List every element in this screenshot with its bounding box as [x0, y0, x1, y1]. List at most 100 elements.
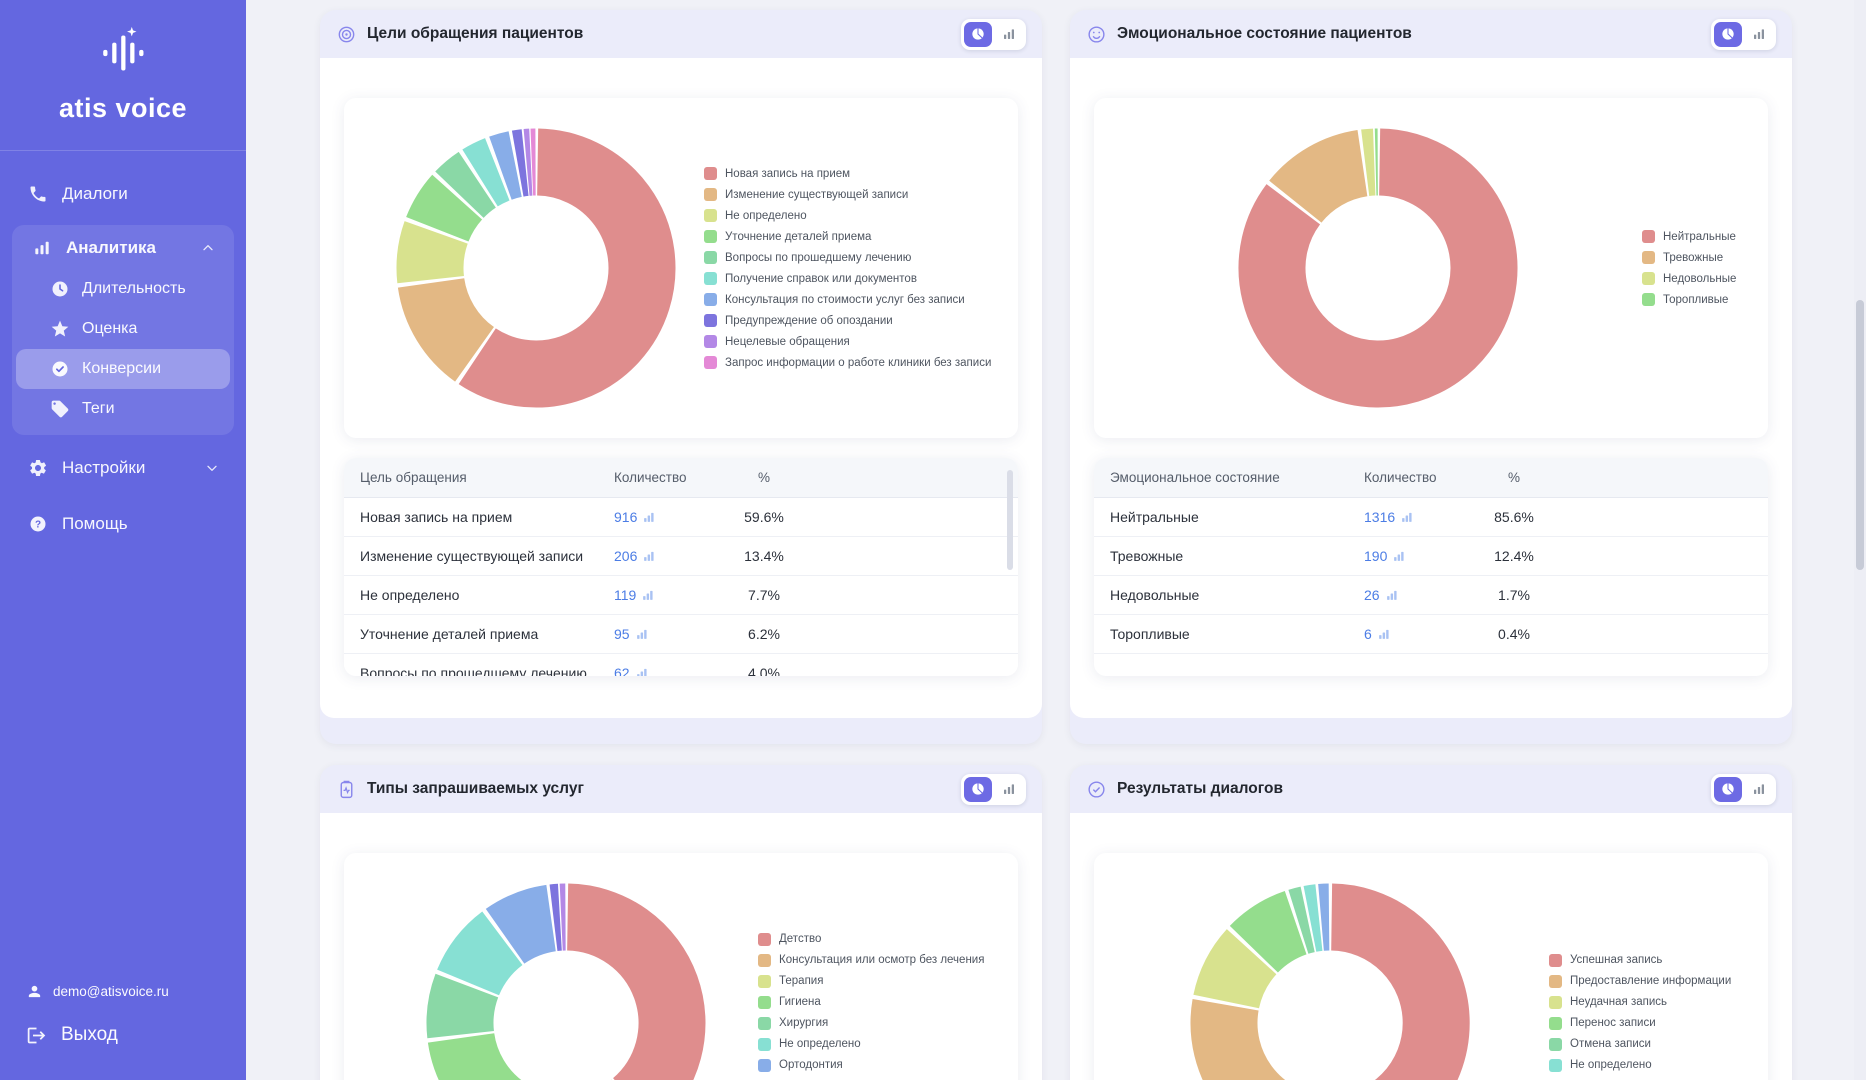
legend-item[interactable]: Новая запись на прием — [704, 167, 991, 180]
user-email: demo@atisvoice.ru — [53, 984, 169, 999]
donut-segment[interactable] — [485, 884, 558, 965]
count-link[interactable]: 190 — [1364, 548, 1388, 564]
legend-item[interactable]: Тревожные — [1642, 251, 1736, 264]
legend-item[interactable]: Вопросы по прошедшему лечению — [704, 251, 991, 264]
count-link[interactable]: 6 — [1364, 626, 1372, 642]
legend-item[interactable]: Получение справок или документов — [704, 272, 991, 285]
table-row: Тревожные 190 12.4% — [1094, 537, 1768, 576]
count-link[interactable]: 1316 — [1364, 509, 1396, 525]
table-scrollbar-thumb[interactable] — [1007, 470, 1013, 570]
legend-label: Запрос информации о работе клиники без з… — [725, 356, 992, 369]
donut-segment[interactable] — [1361, 128, 1376, 197]
row-label: Тревожные — [1110, 548, 1184, 564]
legend-item[interactable]: Изменение существующей записи — [704, 188, 991, 201]
sidebar-divider — [0, 150, 246, 151]
legend-item[interactable]: Отмена записи — [1549, 1037, 1731, 1051]
legend-item[interactable]: Терапия — [758, 974, 984, 988]
legend-item[interactable]: Недовольные — [1642, 272, 1736, 285]
legend-swatch — [758, 995, 771, 1009]
donut-segment[interactable] — [396, 221, 469, 284]
pie-view-button[interactable] — [1714, 21, 1742, 47]
legend-label: Предоставление информации — [1570, 975, 1732, 987]
legend-item[interactable]: Ортодонтия — [758, 1058, 984, 1072]
bar-view-button[interactable] — [995, 777, 1023, 802]
donut-segment[interactable] — [1238, 128, 1518, 408]
sidebar-item-help[interactable]: ? Помощь — [12, 503, 234, 545]
help-icon: ? — [28, 514, 48, 534]
legend-item[interactable]: Не определено — [1549, 1058, 1731, 1072]
table-row: Недовольные 26 1.7% — [1094, 576, 1768, 615]
legend-item[interactable]: Нейтральные — [1642, 230, 1736, 243]
legend-item[interactable]: Нецелевые обращения — [704, 335, 991, 348]
view-toggle — [961, 773, 1026, 805]
count-link[interactable]: 26 — [1364, 587, 1380, 603]
bar-view-button[interactable] — [1745, 22, 1773, 47]
donut-segment[interactable] — [397, 277, 495, 382]
donut-segment[interactable] — [435, 151, 497, 219]
legend-item[interactable]: Детство — [758, 932, 984, 946]
count-link[interactable]: 62 — [614, 665, 630, 676]
pie-view-button[interactable] — [964, 21, 992, 47]
donut-segment[interactable] — [1229, 891, 1308, 974]
legend-item[interactable]: Запрос информации о работе клиники без з… — [704, 356, 991, 369]
sidebar-item-analytics[interactable]: Аналитика — [16, 227, 230, 269]
count-link[interactable]: 916 — [614, 509, 638, 525]
donut-segment[interactable] — [1190, 999, 1328, 1080]
donut-segment[interactable] — [1330, 883, 1470, 1080]
legend-swatch — [758, 1016, 771, 1030]
donut-segment[interactable] — [489, 131, 523, 200]
sidebar-item-rating[interactable]: Оценка — [16, 309, 230, 349]
donut-segment[interactable] — [427, 1031, 522, 1080]
sidebar-item-dialogs[interactable]: Диалоги — [12, 173, 234, 215]
legend-item[interactable]: Консультация или осмотр без лечения — [758, 953, 984, 967]
bar-view-button[interactable] — [995, 22, 1023, 47]
table-row: Не определено 119 7.7% — [344, 576, 1018, 615]
donut-segment[interactable] — [462, 138, 511, 207]
sidebar-item-duration[interactable]: Длительность — [16, 269, 230, 309]
legend-item[interactable]: Не определено — [758, 1037, 984, 1051]
donut-segment[interactable] — [566, 883, 706, 1080]
count-link[interactable]: 119 — [614, 587, 637, 603]
donut-segment[interactable] — [1193, 929, 1278, 1010]
donut-segment[interactable] — [549, 883, 563, 952]
legend-item[interactable]: Предоставление информации — [1549, 974, 1732, 988]
legend-swatch — [758, 974, 771, 988]
row-label: Не определено — [360, 587, 460, 603]
legend-swatch — [758, 1058, 771, 1072]
donut-segment[interactable] — [426, 973, 499, 1039]
legend-item[interactable]: Неудачная запись — [1549, 995, 1731, 1009]
donut-segment[interactable] — [1288, 886, 1316, 954]
sidebar-item-tags[interactable]: Теги — [16, 389, 230, 429]
sidebar-item-conversions[interactable]: Конверсии — [16, 349, 230, 389]
row-label: Нейтральные — [1110, 509, 1199, 525]
page-scrollbar-thumb[interactable] — [1856, 300, 1864, 570]
table-row: Торопливые 6 0.4% — [1094, 615, 1768, 654]
count-link[interactable]: 206 — [614, 548, 638, 564]
bar-view-button[interactable] — [1745, 777, 1773, 802]
donut-segment[interactable] — [1303, 884, 1323, 952]
donut-chart — [396, 128, 676, 408]
logout-button[interactable]: Выход — [0, 1010, 246, 1060]
pie-view-button[interactable] — [964, 776, 992, 802]
legend-item[interactable]: Торопливые — [1642, 293, 1736, 306]
donut-segment[interactable] — [437, 911, 524, 997]
count-link[interactable]: 95 — [614, 626, 630, 642]
donut-segment[interactable] — [458, 128, 676, 408]
row-percent: 6.2% — [748, 626, 780, 642]
row-label: Уточнение деталей приема — [360, 626, 539, 642]
legend-item[interactable]: Перенос записи — [1549, 1016, 1731, 1030]
legend-item[interactable]: Гигиена — [758, 995, 984, 1009]
star-icon — [50, 319, 70, 339]
legend-item[interactable]: Не определено — [704, 209, 991, 222]
bar-chart-icon — [1004, 29, 1014, 39]
legend-item[interactable]: Уточнение деталей приема — [704, 230, 991, 243]
donut-segment[interactable] — [511, 129, 529, 197]
legend-item[interactable]: Хирургия — [758, 1016, 984, 1030]
sidebar-item-settings[interactable]: Настройки — [12, 447, 234, 489]
legend-item[interactable]: Консультация по стоимости услуг без запи… — [704, 293, 991, 306]
legend-item[interactable]: Успешная запись — [1549, 953, 1731, 967]
legend-item[interactable]: Предупреждение об опоздании — [704, 314, 991, 327]
donut-segment[interactable] — [1269, 130, 1369, 224]
pie-view-button[interactable] — [1714, 776, 1742, 802]
donut-segment[interactable] — [406, 174, 483, 243]
